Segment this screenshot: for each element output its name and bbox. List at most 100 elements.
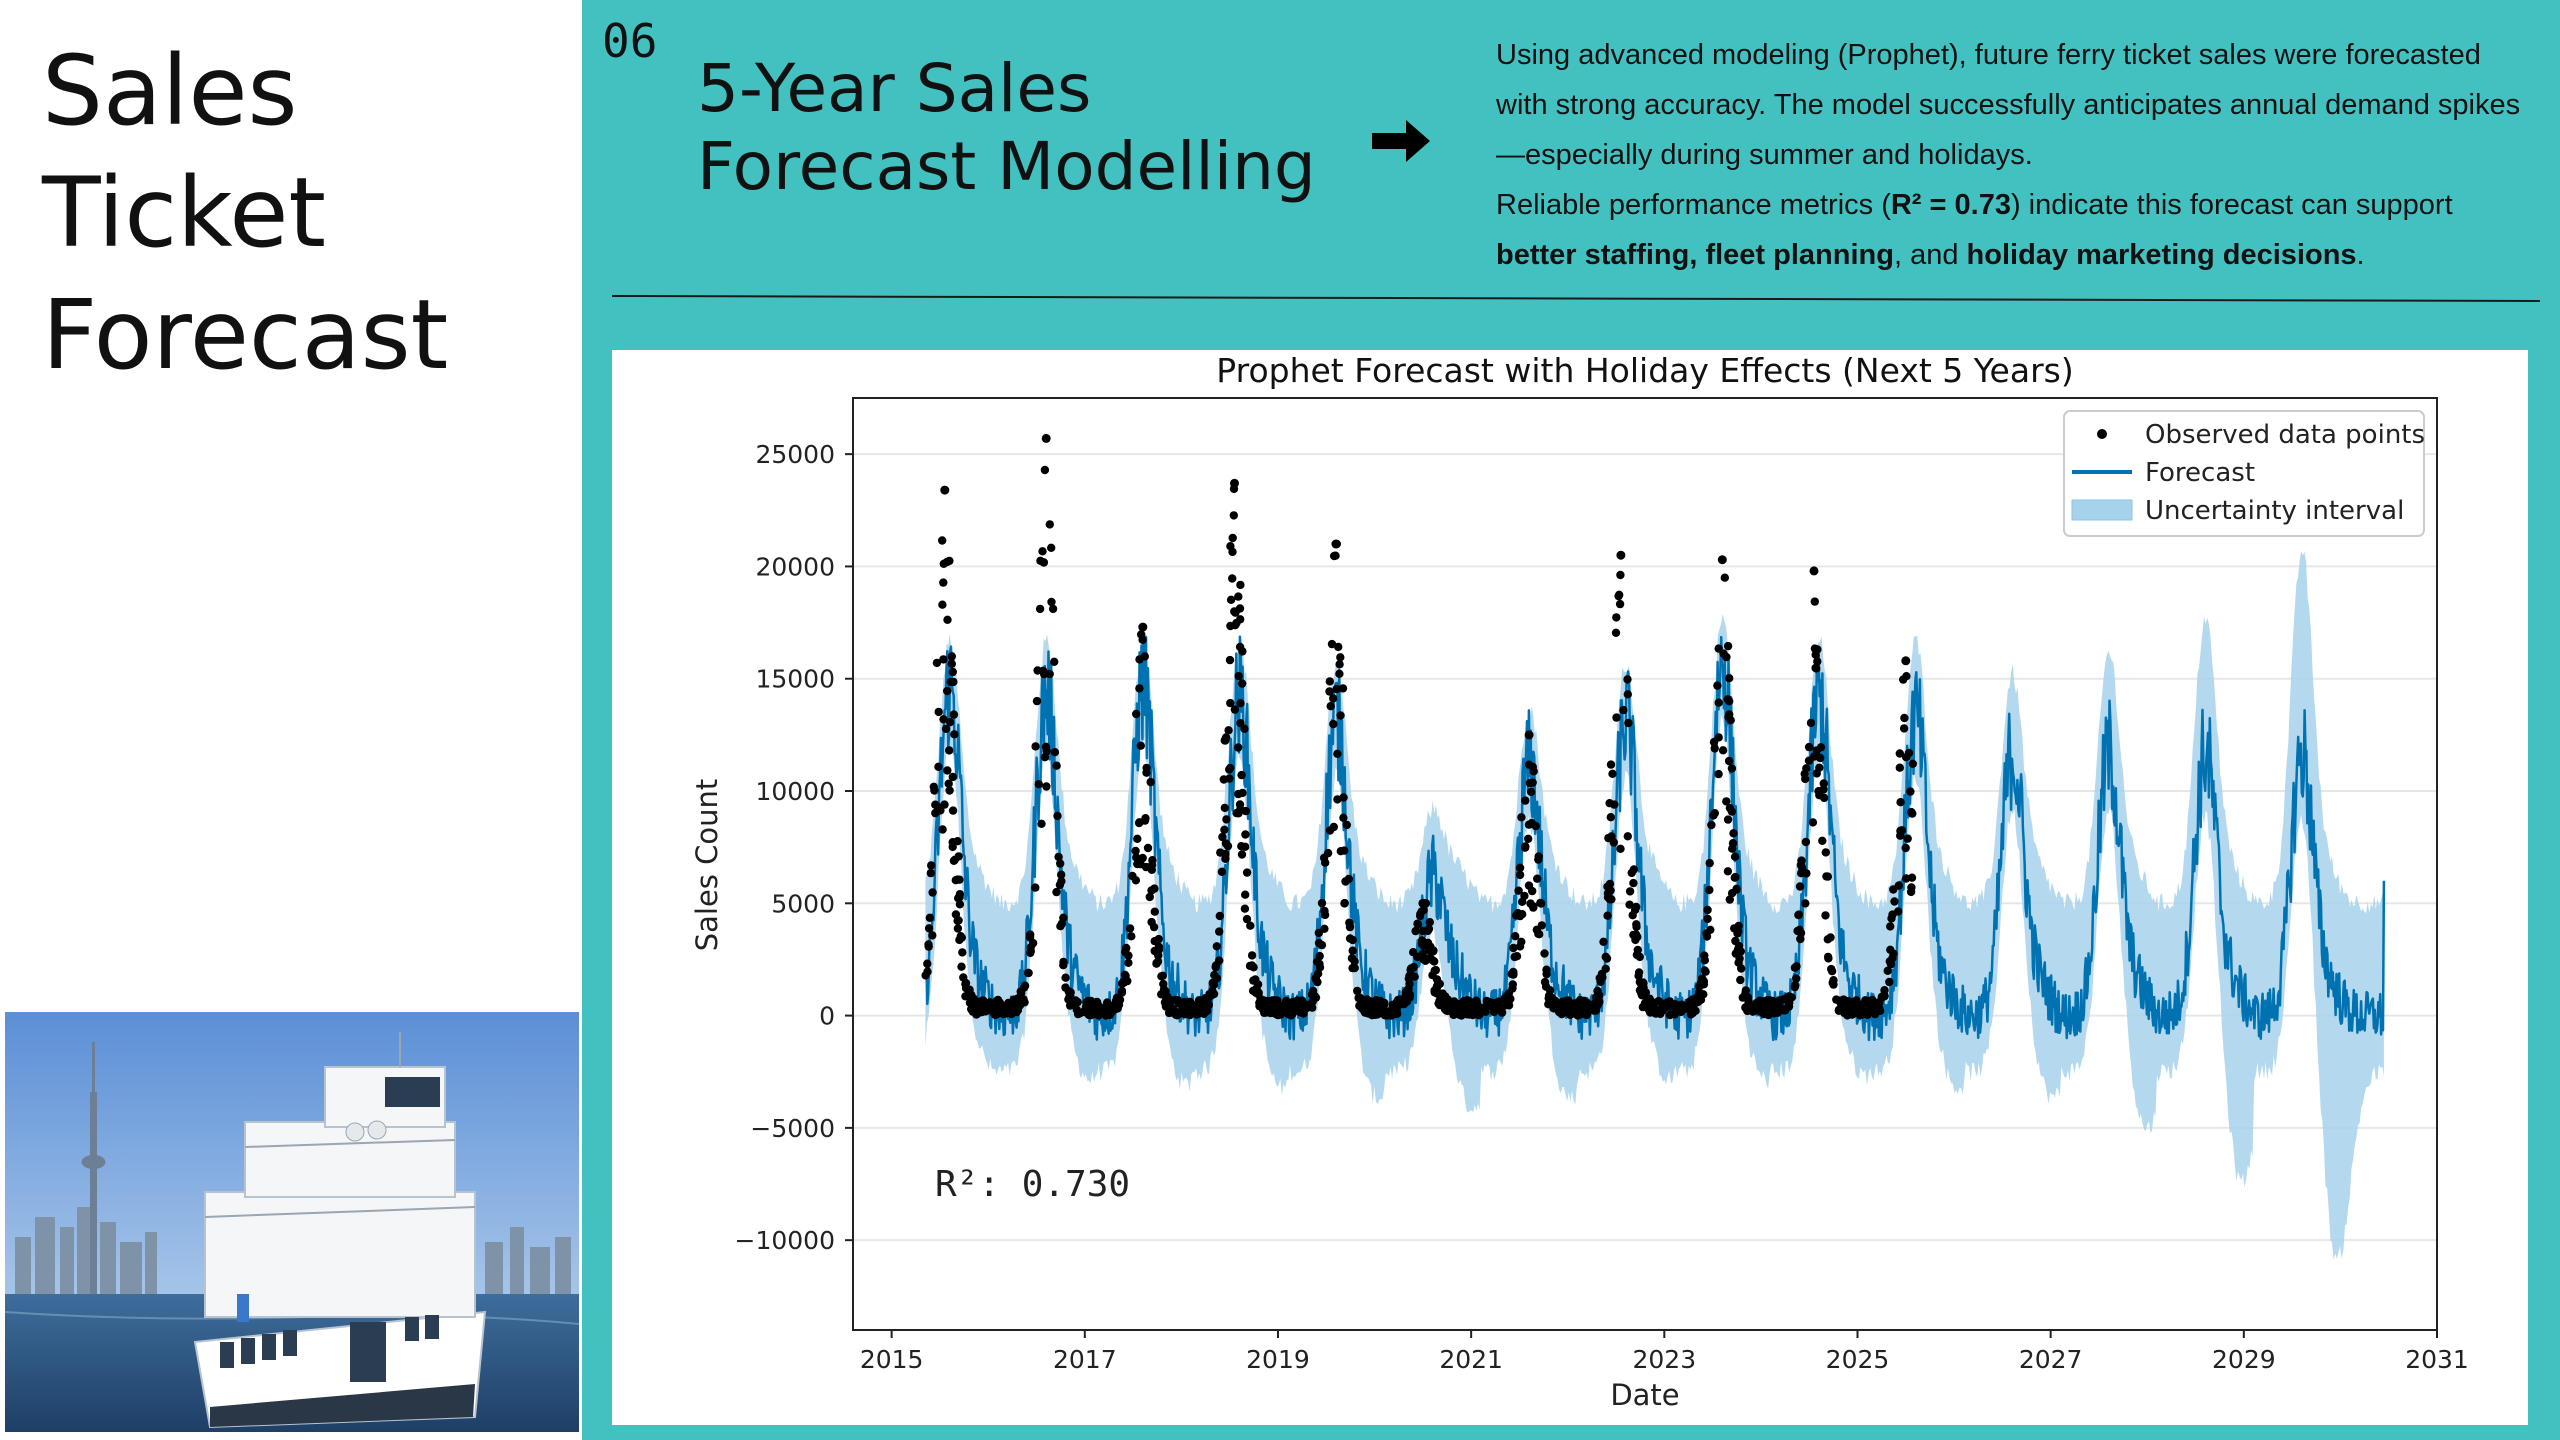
observed-point bbox=[1038, 666, 1048, 675]
ferry-photo bbox=[5, 1012, 579, 1432]
observed-point bbox=[1815, 763, 1824, 772]
observed-point bbox=[944, 779, 953, 788]
observed-point bbox=[958, 948, 967, 957]
observed-point bbox=[1615, 599, 1625, 609]
observed-point bbox=[1138, 853, 1147, 863]
observed-point bbox=[1297, 996, 1307, 1005]
observed-point bbox=[1424, 924, 1434, 934]
observed-point bbox=[1706, 925, 1715, 934]
observed-point bbox=[1766, 996, 1775, 1005]
observed-point bbox=[994, 997, 1003, 1007]
observed-point bbox=[1813, 657, 1822, 666]
observed-point bbox=[947, 659, 956, 668]
observed-point bbox=[1515, 863, 1525, 872]
observed-point bbox=[1242, 914, 1252, 924]
observed-point bbox=[1242, 868, 1252, 877]
y-tick-label: 0 bbox=[819, 1002, 835, 1031]
observed-point bbox=[939, 578, 948, 587]
observed-point bbox=[1593, 986, 1602, 996]
observed-point bbox=[1215, 927, 1224, 936]
observed-point bbox=[1637, 988, 1646, 998]
observed-point bbox=[1313, 977, 1322, 987]
observed-point bbox=[939, 655, 948, 664]
observed-point bbox=[1334, 642, 1343, 652]
observed-point bbox=[1823, 935, 1833, 944]
observed-point bbox=[1605, 799, 1614, 808]
observed-point bbox=[1317, 898, 1327, 908]
observed-point bbox=[1596, 977, 1605, 986]
observed-point bbox=[1140, 652, 1149, 661]
observed-point bbox=[1220, 803, 1229, 813]
observed-point bbox=[1713, 681, 1722, 690]
observed-point bbox=[1320, 910, 1330, 920]
observed-point bbox=[1211, 961, 1221, 970]
chart-legend: Observed data points Forecast Uncertaint… bbox=[2063, 410, 2425, 537]
observed-point bbox=[1326, 702, 1335, 711]
observed-point bbox=[1714, 698, 1723, 707]
y-tick-label: 25000 bbox=[755, 440, 835, 469]
observed-point bbox=[1240, 724, 1249, 733]
observed-point bbox=[1339, 813, 1348, 822]
section-title: 5-Year Sales Forecast Modelling bbox=[697, 50, 1316, 206]
observed-point bbox=[1224, 726, 1233, 735]
observed-point bbox=[1431, 965, 1440, 975]
observed-point bbox=[1240, 904, 1250, 913]
observed-point bbox=[1314, 928, 1323, 938]
observed-point bbox=[1331, 551, 1340, 560]
observed-point bbox=[1709, 811, 1718, 820]
observed-point bbox=[1135, 684, 1144, 693]
observed-point bbox=[987, 1002, 996, 1011]
observed-point bbox=[1137, 630, 1146, 639]
observed-point bbox=[1237, 842, 1246, 851]
observed-point bbox=[1194, 1009, 1204, 1018]
x-tick-label: 2019 bbox=[1246, 1345, 1310, 1374]
observed-point bbox=[1790, 963, 1800, 972]
observed-point bbox=[1510, 952, 1519, 962]
observed-point bbox=[1247, 951, 1257, 960]
observed-point bbox=[1321, 858, 1330, 867]
observed-point bbox=[948, 667, 957, 677]
observed-point bbox=[1863, 1007, 1873, 1016]
sidebar-title-line: Sales bbox=[42, 35, 298, 147]
observed-point bbox=[948, 806, 958, 815]
observed-point bbox=[1031, 742, 1040, 751]
legend-marker-uncertainty bbox=[2071, 499, 2133, 521]
observed-point bbox=[1429, 946, 1438, 955]
observed-point bbox=[1216, 848, 1225, 857]
observed-point bbox=[1854, 1003, 1863, 1012]
observed-point bbox=[1053, 811, 1062, 821]
observed-point bbox=[1899, 724, 1909, 733]
observed-point bbox=[1263, 1003, 1272, 1012]
observed-point bbox=[1028, 938, 1038, 948]
observed-point bbox=[1887, 914, 1896, 923]
observed-point bbox=[1353, 986, 1362, 996]
forecast-series bbox=[924, 635, 2386, 1042]
observed-point bbox=[1122, 943, 1131, 953]
y-tick-label: 5000 bbox=[771, 889, 835, 918]
observed-point bbox=[928, 888, 937, 897]
x-tick-label: 2023 bbox=[1633, 1345, 1697, 1374]
observed-point bbox=[1801, 774, 1810, 784]
observed-point bbox=[921, 971, 930, 980]
observed-point bbox=[953, 924, 963, 933]
observed-point bbox=[1582, 998, 1591, 1007]
observed-point bbox=[1724, 756, 1734, 766]
observed-point bbox=[1436, 994, 1445, 1003]
observed-point bbox=[1616, 844, 1625, 853]
observed-point bbox=[1159, 979, 1168, 989]
observed-point bbox=[1226, 595, 1236, 604]
observed-point bbox=[1607, 895, 1616, 904]
observed-point bbox=[1819, 779, 1829, 788]
observed-point bbox=[1325, 826, 1335, 835]
slide-number: 06 bbox=[602, 14, 658, 68]
observed-point bbox=[1032, 696, 1042, 706]
observed-point bbox=[1234, 743, 1243, 752]
observed-point bbox=[1421, 956, 1430, 965]
observed-point bbox=[1902, 874, 1911, 883]
observed-point bbox=[1896, 831, 1905, 840]
observed-point bbox=[924, 924, 934, 933]
observed-point bbox=[1535, 930, 1544, 939]
x-tick-label: 2017 bbox=[1053, 1345, 1117, 1374]
observed-point bbox=[945, 717, 955, 727]
observed-point bbox=[1238, 647, 1247, 656]
